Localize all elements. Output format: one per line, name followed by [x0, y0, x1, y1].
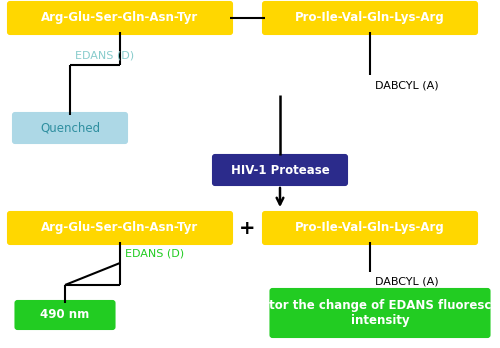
FancyBboxPatch shape: [13, 113, 127, 143]
Text: Pro-Ile-Val-Gln-Lys-Arg: Pro-Ile-Val-Gln-Lys-Arg: [295, 221, 445, 235]
FancyBboxPatch shape: [263, 2, 477, 34]
Text: Monitor the change of EDANS fluorescence
intensity: Monitor the change of EDANS fluorescence…: [237, 299, 500, 327]
FancyBboxPatch shape: [16, 301, 114, 329]
FancyBboxPatch shape: [270, 289, 490, 337]
Text: HIV-1 Protease: HIV-1 Protease: [230, 164, 330, 176]
Text: Quenched: Quenched: [40, 121, 100, 134]
Text: DABCYL (A): DABCYL (A): [375, 80, 438, 90]
Text: DABCYL (A): DABCYL (A): [375, 277, 438, 287]
FancyBboxPatch shape: [263, 212, 477, 244]
FancyBboxPatch shape: [213, 155, 347, 185]
FancyBboxPatch shape: [8, 2, 232, 34]
Text: Pro-Ile-Val-Gln-Lys-Arg: Pro-Ile-Val-Gln-Lys-Arg: [295, 11, 445, 24]
Text: 490 nm: 490 nm: [40, 308, 90, 322]
Text: +: +: [240, 219, 256, 237]
FancyBboxPatch shape: [8, 212, 232, 244]
Text: EDANS (D): EDANS (D): [75, 50, 134, 60]
Text: Arg-Glu-Ser-Gln-Asn-Tyr: Arg-Glu-Ser-Gln-Asn-Tyr: [42, 221, 198, 235]
Text: EDANS (D): EDANS (D): [125, 248, 184, 258]
Text: Arg-Glu-Ser-Gln-Asn-Tyr: Arg-Glu-Ser-Gln-Asn-Tyr: [42, 11, 198, 24]
